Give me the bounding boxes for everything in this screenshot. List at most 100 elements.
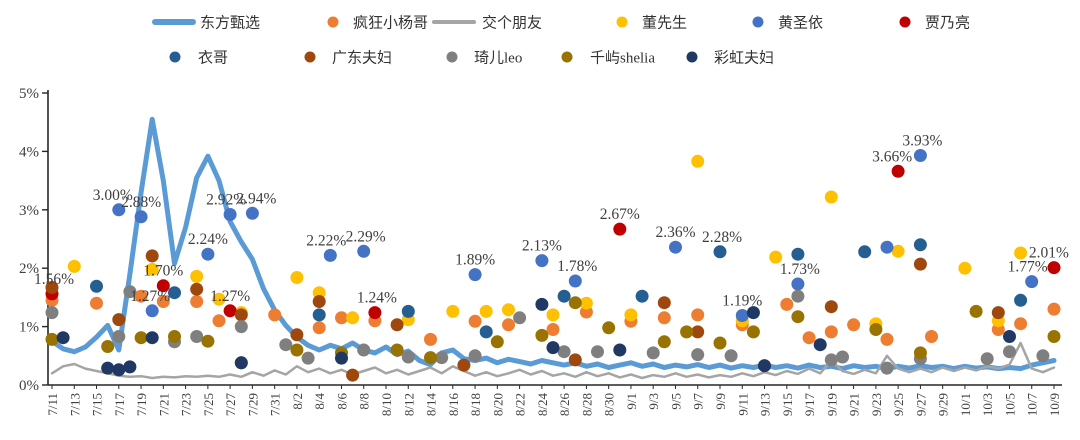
x-tick-label: 7/27	[223, 393, 238, 417]
data-point-guangdong-fufu	[390, 318, 404, 332]
x-tick-label: 9/15	[780, 393, 795, 416]
data-point-huang-shengyi	[568, 274, 582, 288]
data-point-yi-ge	[791, 247, 805, 261]
data-point-guangdong-fufu	[290, 328, 304, 342]
x-tick-label: 9/13	[758, 393, 773, 416]
data-point-fengkuang-xiaoyangge	[780, 297, 794, 311]
legend-label-fengkuang-xiaoyangge: 疯狂小杨哥	[353, 15, 428, 32]
data-point-huang-shengyi	[245, 206, 259, 220]
data-point-qianyu-shelia	[568, 296, 582, 310]
x-tick-label: 8/22	[513, 393, 528, 416]
data-point-caihong-fufu	[535, 297, 549, 311]
data-point-fengkuang-xiaoyangge	[502, 318, 515, 332]
data-label: 1.19%	[722, 293, 762, 310]
data-point-dong-xiansheng	[691, 154, 705, 168]
legend-label-caihong-fufu: 彩虹夫妇	[714, 50, 774, 67]
data-point-qianyu-shelia	[101, 340, 115, 353]
x-tick-label: 9/11	[735, 393, 750, 416]
data-point-fengkuang-xiaoyangge	[546, 323, 560, 336]
data-point-huang-shengyi	[880, 240, 894, 254]
data-label: 2.28%	[702, 229, 742, 246]
data-point-huang-shengyi	[134, 210, 148, 224]
x-tick-label: 9/7	[691, 393, 706, 410]
data-point-huang-shengyi	[223, 208, 237, 221]
data-point-yi-ge	[168, 286, 181, 300]
data-point-qianyu-shelia	[535, 328, 549, 342]
data-point-dong-xiansheng	[624, 308, 638, 322]
data-label: 2.94%	[236, 190, 276, 207]
legend-marker-dot-qier-leo	[446, 51, 458, 63]
x-tick-label: 7/31	[268, 393, 283, 416]
x-tick-label: 10/9	[1047, 393, 1062, 416]
data-point-caihong-fufu	[758, 359, 771, 373]
data-point-qier-leo	[1003, 345, 1016, 359]
data-point-yi-ge	[557, 289, 571, 303]
data-point-dong-xiansheng	[546, 308, 560, 322]
data-point-caihong-fufu	[813, 338, 827, 352]
x-tick-label: 8/12	[401, 393, 416, 416]
data-point-qier-leo	[435, 351, 449, 365]
data-point-caihong-fufu	[101, 361, 115, 375]
data-label: 1.24%	[357, 290, 397, 307]
x-tick-label: 10/1	[958, 393, 973, 416]
legend-label-jiaoge-pengyou: 交个朋友	[482, 14, 542, 32]
legend-marker-line-jiaoge-pengyou	[432, 20, 476, 24]
data-point-dong-xiansheng	[1014, 246, 1028, 260]
legend-marker-dot-yi-ge	[169, 51, 181, 63]
x-tick-label: 8/16	[446, 393, 461, 417]
x-tick-label: 9/3	[646, 393, 661, 410]
x-tick-label: 10/7	[1025, 393, 1040, 417]
x-tick-label: 8/30	[602, 393, 617, 416]
data-point-huang-shengyi	[323, 248, 337, 262]
data-label: 2.22%	[306, 232, 346, 249]
data-point-fengkuang-xiaoyangge	[90, 296, 103, 310]
data-point-guangdong-fufu	[112, 313, 126, 327]
data-point-huang-shengyi	[535, 254, 549, 268]
data-point-qianyu-shelia	[1047, 330, 1061, 343]
data-point-jia-nailiang	[613, 222, 627, 236]
x-tick-label: 8/14	[424, 393, 439, 417]
data-point-qier-leo	[980, 352, 994, 366]
data-point-guangdong-fufu	[991, 306, 1005, 320]
data-label: 1.27%	[130, 288, 170, 305]
data-point-guangdong-fufu	[45, 281, 59, 294]
x-tick-label: 8/8	[357, 393, 372, 410]
data-label: 2.01%	[1029, 245, 1069, 262]
data-point-huang-shengyi	[913, 149, 927, 162]
legend-label-dong-xiansheng: 董先生	[642, 15, 687, 32]
data-point-fengkuang-xiaoyangge	[468, 314, 482, 328]
data-point-qianyu-shelia	[713, 336, 727, 350]
data-point-yi-ge	[401, 304, 415, 318]
data-point-dong-xiansheng	[502, 303, 515, 317]
data-point-guangdong-fufu	[346, 368, 360, 382]
data-label: 2.88%	[121, 194, 161, 211]
data-point-huang-shengyi	[735, 309, 749, 322]
x-tick-label: 9/5	[668, 393, 683, 410]
data-point-caihong-fufu	[234, 356, 248, 370]
data-point-guangdong-fufu	[190, 282, 204, 296]
x-tick-label: 9/25	[891, 393, 906, 416]
data-label: 3.93%	[902, 133, 942, 150]
data-point-qianyu-shelia	[657, 335, 671, 349]
x-tick-label: 7/21	[156, 393, 171, 416]
data-point-qier-leo	[836, 350, 849, 364]
data-point-fengkuang-xiaoyangge	[691, 308, 705, 322]
data-point-dong-xiansheng	[958, 261, 972, 275]
data-point-huang-shengyi	[201, 247, 215, 261]
data-label: 2.24%	[188, 231, 228, 248]
data-point-qier-leo	[468, 349, 482, 363]
data-point-yi-ge	[90, 279, 103, 293]
y-tick-label: 5%	[19, 86, 39, 102]
data-point-dong-xiansheng	[579, 296, 593, 310]
legend-marker-dot-jia-nailiang	[899, 16, 911, 28]
data-label: 2.29%	[346, 228, 386, 245]
data-label: 2.13%	[522, 238, 562, 255]
x-tick-label: 7/17	[112, 393, 127, 417]
data-point-huang-shengyi	[669, 240, 682, 254]
legend-label-huang-shengyi: 黄圣依	[778, 15, 823, 32]
data-point-qianyu-shelia	[969, 304, 983, 318]
legend-marker-line-dongfang-zhenxuan	[152, 19, 196, 25]
legend-marker-dot-qianyu-shelia	[561, 51, 573, 63]
data-point-qier-leo	[190, 330, 204, 343]
